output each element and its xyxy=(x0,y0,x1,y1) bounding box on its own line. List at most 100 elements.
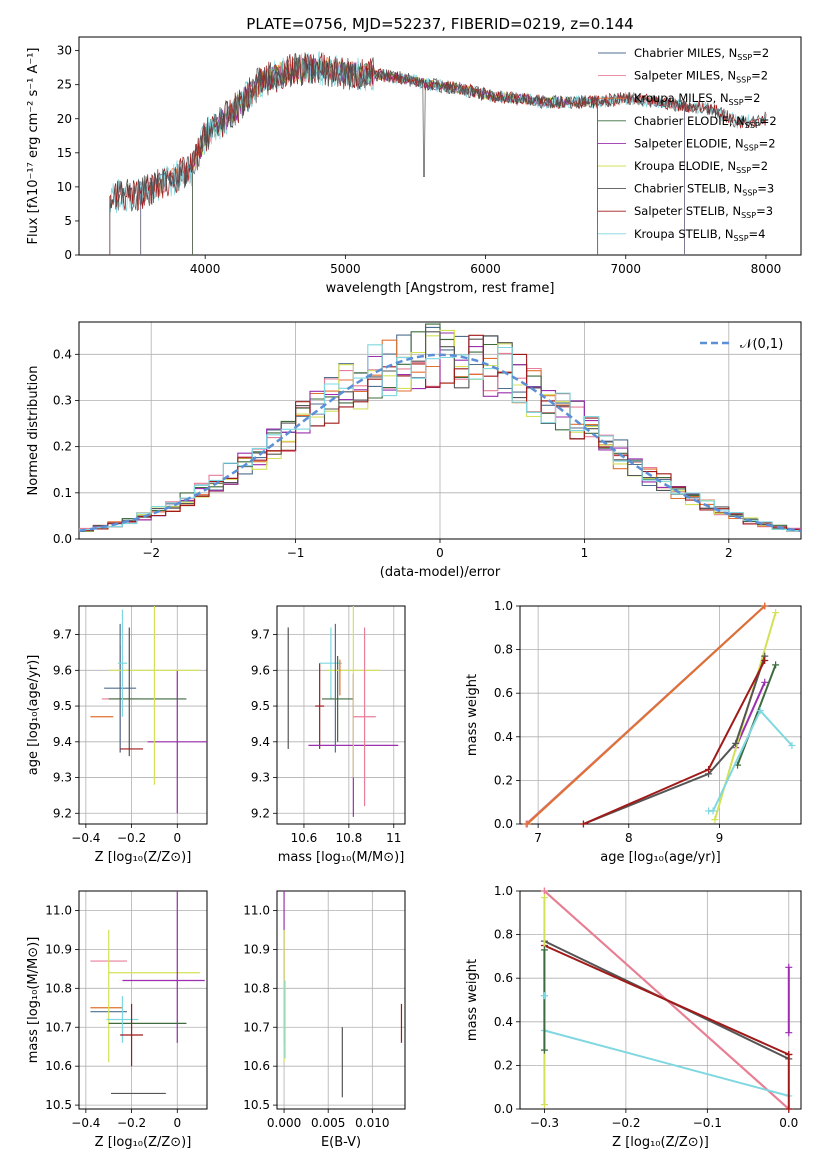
spectrum-frame xyxy=(78,36,802,256)
spectrum-legend-label: Kroupa ELODIE, NSSP=2 xyxy=(634,159,768,175)
spectrum-line-kroupa-miles xyxy=(140,56,685,255)
weight_vs_Z-ytick-label: 0.0 xyxy=(494,1102,513,1116)
mass_vs_ebv-panel xyxy=(273,890,406,1113)
age_vs_mass-frame xyxy=(276,605,406,825)
spectrum-legend-label: Kroupa MILES, NSSP=2 xyxy=(634,91,760,107)
spectrum-panel: Chabrier MILES, NSSP=2 Salpeter MILES, NS… xyxy=(75,36,802,259)
weight_vs_age-xtick-label: 7 xyxy=(534,831,542,845)
residuals-frame xyxy=(78,321,802,540)
spectrum-legend-label: Salpeter MILES, NSSP=2 xyxy=(634,69,768,85)
age_vs_Z-ytick-label: 9.6 xyxy=(53,663,72,677)
residuals-xlabel: (data-model)/error xyxy=(380,565,501,580)
weight_vs_Z-marker xyxy=(785,1051,793,1058)
mass_vs_Z-ytick-label: 10.6 xyxy=(45,1059,72,1073)
weight_vs_age-ytick-label: 0.0 xyxy=(494,817,513,831)
residuals-xtick-label: 1 xyxy=(581,546,589,560)
mass_vs_Z-ytick-label: 10.5 xyxy=(45,1098,72,1112)
weight_vs_age-marker xyxy=(579,820,587,828)
weight_vs_age-ytick-label: 0.6 xyxy=(494,686,513,700)
weight_vs_Z-marker xyxy=(785,1105,793,1113)
spectrum-xtick-label: 7000 xyxy=(610,262,641,276)
weight_vs_age-line xyxy=(583,655,766,824)
spectrum-legend-label: Chabrier STELIB, NSSP=3 xyxy=(634,182,774,198)
weight_vs_Z-panel xyxy=(516,887,802,1113)
spectrum-ytick-label: 10 xyxy=(57,180,72,194)
weight_vs_age-ytick-label: 0.2 xyxy=(494,773,513,787)
residuals-ytick-label: 0.3 xyxy=(53,393,72,407)
weight_vs_age-line xyxy=(526,606,766,824)
weight_vs_Z-marker xyxy=(785,963,793,971)
weight_vs_age-marker xyxy=(705,766,713,773)
age_vs_Z-errorbar xyxy=(147,670,207,814)
mass_vs_ebv-ytick-label: 10.7 xyxy=(243,1020,270,1034)
weight_vs_age-frame xyxy=(519,605,802,825)
age_vs_Z-xtick-label: −0.2 xyxy=(117,831,146,845)
spectrum-xtick-label: 4000 xyxy=(190,262,221,276)
weight_vs_age-ylabel: mass weight xyxy=(465,674,480,756)
spectrum-legend-label: Kroupa STELIB, NSSP=4 xyxy=(634,227,765,243)
weight_vs_age-marker xyxy=(711,816,719,824)
age_vs_Z-errorbar xyxy=(104,623,137,753)
residuals-ytick-label: 0.1 xyxy=(53,486,72,500)
mass_vs_Z-xtick-label: −0.2 xyxy=(117,1116,146,1130)
weight_vs_Z-ytick-label: 0.8 xyxy=(494,928,513,942)
weight_vs_age-line xyxy=(734,681,766,749)
age_vs_mass-errorbar xyxy=(315,663,325,749)
weight_vs_Z-ytick-label: 0.2 xyxy=(494,1058,513,1072)
spectrum-line-chabrier-miles xyxy=(140,56,685,255)
age_vs_mass-ytick-label: 9.5 xyxy=(251,699,270,713)
mass_vs_Z-ytick-label: 10.9 xyxy=(45,942,72,956)
spectrum-xtick-label: 5000 xyxy=(330,262,361,276)
residual-hist-kroupa-stelib xyxy=(79,344,801,532)
weight_vs_age-ytick-label: 1.0 xyxy=(494,599,513,613)
mass_vs_Z-errorbar xyxy=(120,1003,143,1067)
spectrum-line-chabrier-stelib xyxy=(109,52,767,255)
weight_vs_age-marker xyxy=(709,807,717,815)
weight_vs_age-marker xyxy=(761,678,769,686)
spectrum-legend-label: Chabrier MILES, NSSP=2 xyxy=(634,46,769,62)
spectrum-xtick-label: 8000 xyxy=(751,262,782,276)
mass_vs_ebv-ytick-label: 10.5 xyxy=(243,1098,270,1112)
mass_vs_ebv-ytick-label: 10.6 xyxy=(243,1059,270,1073)
weight_vs_age-marker xyxy=(756,707,764,715)
mass_vs_Z-xtick-label: 0 xyxy=(173,1116,181,1130)
age_vs_Z-xtick-label: −0.4 xyxy=(71,831,100,845)
weight_vs_Z-marker xyxy=(540,992,548,1000)
age_vs_Z-ytick-label: 9.3 xyxy=(53,771,72,785)
residual-hist-salpeter-stelib xyxy=(79,334,801,531)
weight_vs_Z-ytick-label: 1.0 xyxy=(494,884,513,898)
spectrum-xtick-label: 6000 xyxy=(470,262,501,276)
mass_vs_ebv-xlabel: E(B-V) xyxy=(321,1135,361,1150)
spectrum-legend-label: Salpeter STELIB, NSSP=3 xyxy=(634,204,773,220)
age_vs_mass-ytick-label: 9.3 xyxy=(251,771,270,785)
spectrum-ylabel: Flux [fλ10⁻¹⁷ erg cm⁻² s⁻¹ A⁻¹] xyxy=(26,48,41,245)
mass_vs_ebv-frame xyxy=(276,890,406,1110)
weight_vs_age-ytick-label: 0.8 xyxy=(494,643,513,657)
weight_vs_age-marker xyxy=(761,602,769,610)
weight_vs_age-panel xyxy=(516,602,802,828)
age_vs_mass-ytick-label: 9.2 xyxy=(251,806,270,820)
weight_vs_age-xtick-label: 9 xyxy=(716,831,724,845)
weight_vs_age-xlabel: age [log₁₀(age/yr)] xyxy=(600,850,721,865)
weight_vs_age-line xyxy=(736,664,777,766)
weight_vs_Z-ylabel: mass weight xyxy=(465,959,480,1041)
residual-hist-salpeter-elodie xyxy=(79,332,801,531)
residuals-xtick-label: −1 xyxy=(287,546,305,560)
age_vs_mass-xtick-label: 11 xyxy=(386,831,401,845)
residuals-ylabel: Normed distribution xyxy=(26,366,41,496)
age_vs_mass-errorbar xyxy=(353,627,376,807)
age_vs_Z-xlabel: Z [log₁₀(Z/Z⊙)] xyxy=(95,850,192,865)
age_vs_mass-ytick-label: 9.7 xyxy=(251,628,270,642)
mass_vs_ebv-xtick-label: 0.000 xyxy=(267,1116,301,1130)
spectrum-legend-label: Salpeter ELODIE, NSSP=2 xyxy=(634,136,776,152)
spectrum-ytick-label: 30 xyxy=(57,44,72,58)
mass_vs_Z-frame xyxy=(78,890,208,1110)
spectrum-ytick-label: 0 xyxy=(64,248,72,262)
residuals-panel xyxy=(75,321,802,543)
weight_vs_Z-marker xyxy=(785,1029,793,1037)
age_vs_mass-ytick-label: 9.6 xyxy=(251,663,270,677)
mass_vs_ebv-ytick-label: 11.0 xyxy=(243,903,270,917)
weight_vs_Z-xtick-label: 0.0 xyxy=(779,1116,798,1130)
weight_vs_Z-xtick-label: −0.3 xyxy=(530,1116,559,1130)
mass_vs_ebv-ytick-label: 10.8 xyxy=(243,981,270,995)
